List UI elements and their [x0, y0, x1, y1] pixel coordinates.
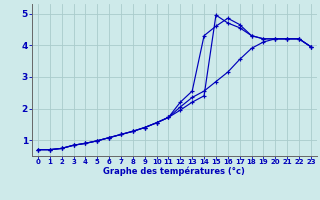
X-axis label: Graphe des températures (°c): Graphe des températures (°c) [103, 167, 245, 176]
